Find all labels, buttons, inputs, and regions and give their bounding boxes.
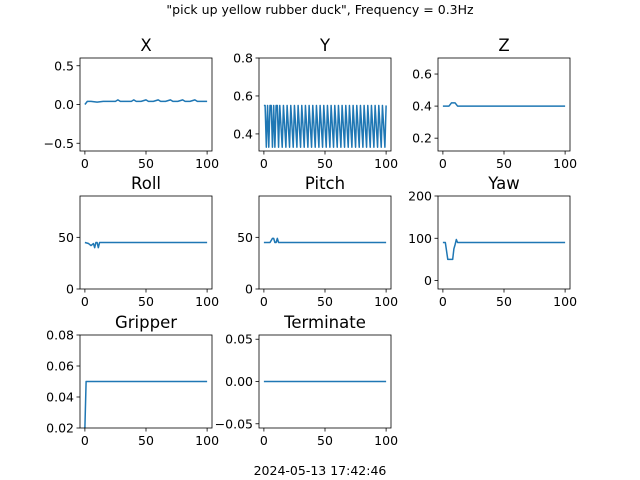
subplot-z: Z 0 50 100 0.2 0.4 0.6 (412, 36, 577, 171)
terminate-ytick-label: 0.00 (225, 374, 253, 389)
z-title: Z (498, 36, 509, 55)
roll-xtick-label: 100 (195, 294, 219, 309)
yaw-series-line (442, 238, 566, 261)
subplot-yaw: Yaw 0 50 100 0 100 200 (408, 174, 577, 309)
yaw-ytick-label: 100 (408, 231, 432, 246)
x-ytick-label: 0.5 (54, 58, 74, 73)
gripper-xtick-label: 0 (81, 433, 89, 448)
y-title: Y (319, 36, 331, 55)
pitch-ytick-label: 0 (245, 282, 253, 297)
gripper-title: Gripper (115, 313, 177, 332)
y-xtick-label: 100 (374, 156, 398, 171)
yaw-xtick-label: 100 (553, 294, 577, 309)
gripper-ytick-label: 0.08 (46, 328, 74, 343)
z-ytick-label: 0.6 (412, 67, 432, 82)
z-series-line (442, 102, 566, 107)
pitch-series-line (263, 237, 387, 244)
pitch-xtick-label: 0 (260, 294, 268, 309)
terminate-xtick-label: 0 (260, 433, 268, 448)
roll-ytick-label: 0 (66, 282, 74, 297)
y-series-line (263, 104, 387, 148)
pitch-title: Pitch (305, 174, 345, 193)
yaw-ytick-label: 200 (408, 189, 432, 204)
z-xtick-label: 0 (439, 156, 447, 171)
roll-xtick-label: 0 (81, 294, 89, 309)
figure-timestamp: 2024-05-13 17:42:46 (254, 463, 387, 478)
pitch-xtick-label: 50 (317, 294, 333, 309)
x-xtick-label: 100 (195, 156, 219, 171)
x-series-line (84, 99, 208, 105)
y-ytick-label: 0.4 (233, 126, 253, 141)
yaw-xtick-label: 0 (439, 294, 447, 309)
yaw-title: Yaw (487, 174, 519, 193)
x-xtick-label: 0 (81, 156, 89, 171)
x-ytick-label: −0.5 (44, 136, 74, 151)
yaw-ytick-label: 0 (424, 273, 432, 288)
subplot-grid: X 0 50 100 −0.5 0.0 0.5 Y 0 50 100 0.4 0.6 0.8 Z 0 50 100… (44, 36, 577, 448)
terminate-ytick-label: −0.05 (215, 416, 253, 431)
y-xtick-label: 50 (317, 156, 333, 171)
gripper-xtick-label: 100 (195, 433, 219, 448)
x-ytick-label: 0.0 (54, 97, 74, 112)
roll-ytick-label: 50 (58, 230, 74, 245)
gripper-series-line (84, 380, 208, 428)
roll-title: Roll (131, 174, 161, 193)
y-ytick-label: 0.8 (233, 51, 253, 66)
x-title: X (140, 36, 151, 55)
roll-series-line (84, 241, 208, 249)
y-xtick-label: 0 (260, 156, 268, 171)
gripper-ytick-label: 0.02 (46, 421, 74, 436)
x-xtick-label: 50 (138, 156, 154, 171)
subplot-gripper: Gripper 0 50 100 0.02 0.04 0.06 0.08 (46, 313, 219, 448)
subplot-x: X 0 50 100 −0.5 0.0 0.5 (44, 36, 219, 171)
terminate-title: Terminate (283, 313, 366, 332)
figure-suptitle: "pick up yellow rubber duck", Frequency … (166, 2, 474, 17)
pitch-ytick-label: 50 (237, 230, 253, 245)
z-xtick-label: 100 (553, 156, 577, 171)
gripper-ytick-label: 0.04 (46, 390, 74, 405)
subplot-pitch: Pitch 0 50 100 0 50 (237, 174, 398, 309)
z-xtick-label: 50 (496, 156, 512, 171)
subplot-terminate: Terminate 0 50 100 −0.05 0.00 0.05 (215, 313, 398, 448)
pitch-xtick-label: 100 (374, 294, 398, 309)
yaw-xtick-label: 50 (496, 294, 512, 309)
terminate-xtick-label: 100 (374, 433, 398, 448)
y-ytick-label: 0.6 (233, 88, 253, 103)
z-ytick-label: 0.4 (412, 99, 432, 114)
gripper-ytick-label: 0.06 (46, 359, 74, 374)
terminate-ytick-label: 0.05 (225, 332, 253, 347)
z-ytick-label: 0.2 (412, 131, 432, 146)
subplot-roll: Roll 0 50 100 0 50 (58, 174, 219, 309)
gripper-xtick-label: 50 (138, 433, 154, 448)
terminate-xtick-label: 50 (317, 433, 333, 448)
roll-xtick-label: 50 (138, 294, 154, 309)
subplot-y: Y 0 50 100 0.4 0.6 0.8 (233, 36, 398, 171)
